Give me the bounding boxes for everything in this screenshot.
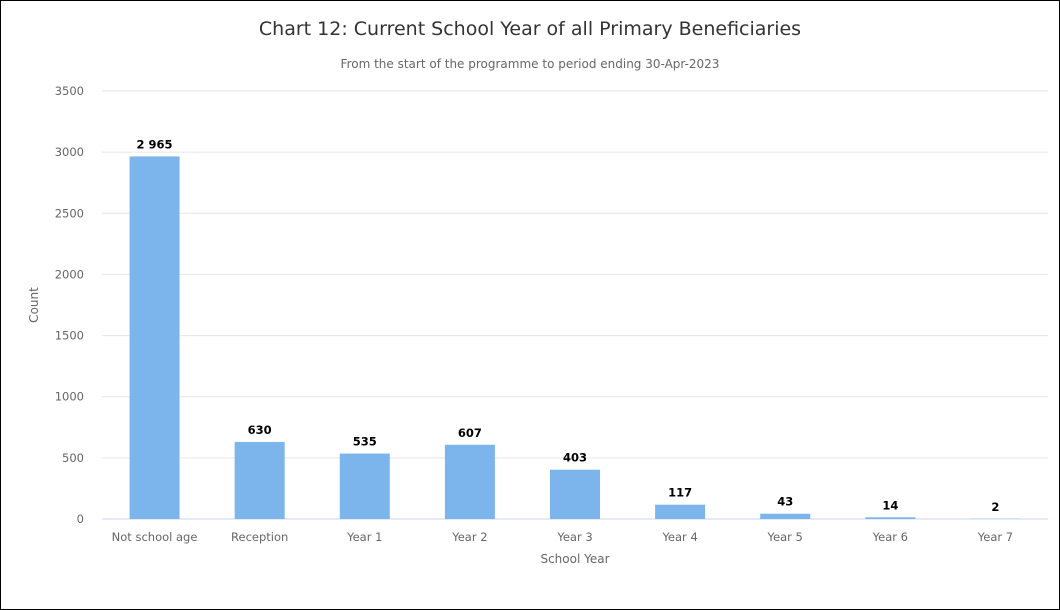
data-label: 403 bbox=[563, 451, 587, 465]
y-tick-label: 3000 bbox=[55, 145, 84, 159]
y-tick-label: 2000 bbox=[55, 267, 84, 281]
y-tick-label: 3500 bbox=[55, 84, 84, 98]
y-axis-ticks: 0 500 1000 1500 2000 2500 3000 3500 bbox=[55, 84, 84, 526]
x-tick-label: Year 7 bbox=[977, 530, 1013, 544]
data-label: 535 bbox=[353, 435, 377, 449]
x-tick-label: Year 4 bbox=[661, 530, 697, 544]
x-axis-title: School Year bbox=[540, 552, 609, 566]
x-tick-label: Year 1 bbox=[346, 530, 382, 544]
data-label: 117 bbox=[668, 486, 692, 500]
y-axis-title: Count bbox=[27, 287, 41, 323]
data-label: 43 bbox=[777, 495, 793, 509]
bar bbox=[760, 513, 811, 519]
data-label: 14 bbox=[882, 498, 898, 512]
bar bbox=[339, 453, 390, 519]
chart-title: Chart 12: Current School Year of all Pri… bbox=[258, 18, 802, 40]
x-tick-label: Reception bbox=[231, 530, 288, 544]
bar bbox=[655, 504, 706, 519]
x-tick-label: Year 6 bbox=[872, 530, 908, 544]
x-tick-label: Year 2 bbox=[451, 530, 487, 544]
y-tick-label: 500 bbox=[62, 451, 84, 465]
data-label: 2 965 bbox=[137, 137, 173, 151]
x-tick-label: Not school age bbox=[112, 530, 198, 544]
y-tick-label: 0 bbox=[77, 512, 84, 526]
y-tick-label: 1000 bbox=[55, 390, 84, 404]
bar bbox=[444, 444, 495, 519]
bar bbox=[129, 156, 180, 519]
bar bbox=[550, 469, 600, 519]
bars bbox=[129, 156, 1021, 519]
data-label: 2 bbox=[991, 500, 999, 514]
data-label: 630 bbox=[248, 423, 272, 437]
bar bbox=[234, 441, 285, 519]
y-tick-label: 2500 bbox=[55, 206, 84, 220]
x-tick-label: Year 3 bbox=[556, 530, 592, 544]
data-label: 607 bbox=[458, 426, 482, 440]
x-tick-label: Year 5 bbox=[767, 530, 803, 544]
x-axis-ticks: Not school age Reception Year 1 Year 2 Year … bbox=[112, 530, 1013, 544]
data-labels: 2 965 630 535 607 403 117 43 14 2 bbox=[137, 137, 1000, 513]
chart-subtitle: From the start of the programme to perio… bbox=[340, 57, 720, 71]
y-tick-label: 1500 bbox=[55, 329, 84, 343]
bar bbox=[865, 517, 916, 519]
